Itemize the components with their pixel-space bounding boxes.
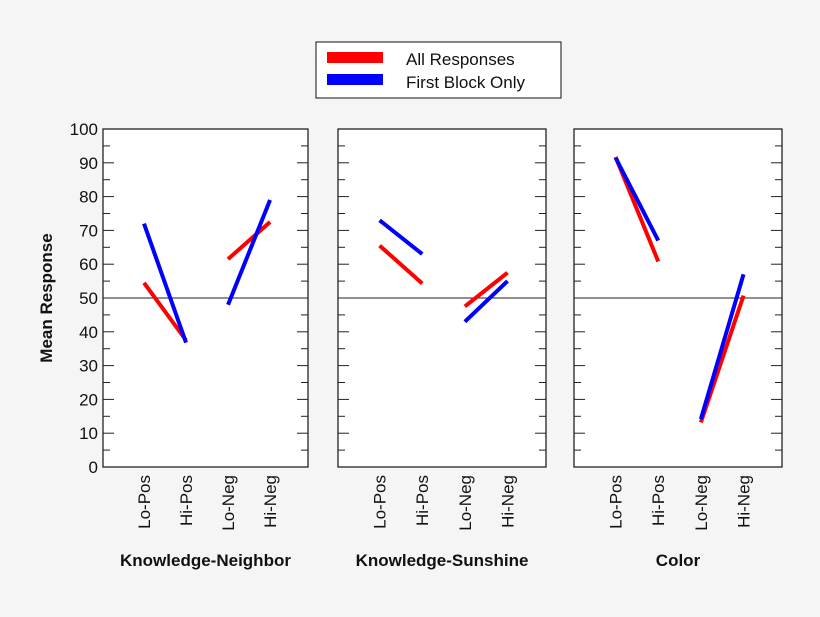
panel-title: Knowledge-Neighbor [120, 551, 291, 570]
x-tick-label: Lo-Neg [692, 475, 711, 531]
y-tick-label: 80 [79, 188, 98, 207]
series-segment-first-block [463, 279, 509, 324]
y-tick-label: 0 [89, 458, 98, 477]
legend: All Responses First Block Only [315, 41, 562, 99]
x-tick-label: Lo-Pos [371, 475, 390, 529]
series-segment-first-block [698, 273, 746, 420]
y-tick-label: 60 [79, 255, 98, 274]
x-tick-label: Lo-Pos [607, 475, 626, 529]
series-segment-all-responses [226, 220, 272, 261]
y-tick-label: 40 [79, 323, 98, 342]
legend-label-all-responses: All Responses [406, 50, 515, 69]
panel-title: Knowledge-Sunshine [356, 551, 529, 570]
series-segment-all-responses [142, 281, 188, 342]
y-tick-label: 70 [79, 221, 98, 240]
y-axis-label: Mean Response [37, 233, 56, 362]
x-tick-label: Hi-Pos [177, 475, 196, 526]
panel-knowledge-sunshine: Lo-Pos Hi-Pos Lo-Neg Hi-Neg Knowledge-Sunshi… [337, 128, 547, 570]
y-tick-label: 10 [79, 424, 98, 443]
x-tick-label: Hi-Pos [649, 475, 668, 526]
panel-color: Lo-Pos Hi-Pos Lo-Neg Hi-Neg Color [573, 128, 783, 570]
y-tick-label: 50 [79, 289, 98, 308]
x-tick-label: Hi-Neg [261, 475, 280, 528]
series-segment-first-block [378, 218, 424, 256]
x-tick-label: Hi-Neg [735, 475, 754, 528]
panel-knowledge-neighbor: Lo-Pos Hi-Pos Lo-Neg Hi-Neg Knowledge-Neighb… [102, 128, 309, 570]
x-tick-label: Lo-Neg [456, 475, 475, 531]
legend-label-first-block: First Block Only [406, 73, 526, 92]
x-tick-label: Lo-Neg [219, 475, 238, 531]
series-segment-first-block [142, 222, 188, 344]
x-tick-label: Hi-Pos [413, 475, 432, 526]
y-tick-labels: 0 10 20 30 40 50 60 70 80 90 100 [70, 120, 98, 477]
legend-swatch-all-responses [327, 52, 383, 63]
series-segment-first-block [226, 199, 272, 306]
panels: Lo-Pos Hi-Pos Lo-Neg Hi-Neg Knowledge-Neighb… [102, 128, 783, 570]
x-tick-label: Hi-Neg [499, 475, 518, 528]
y-tick-label: 20 [79, 390, 98, 409]
legend-box [315, 41, 562, 99]
x-tick-label: Lo-Pos [135, 475, 154, 529]
y-tick-label: 30 [79, 357, 98, 376]
panel-title: Color [656, 551, 701, 570]
series-segment-all-responses [463, 271, 509, 309]
y-tick-label: 90 [79, 154, 98, 173]
series-segment-all-responses [378, 244, 424, 285]
series-segment-first-block [613, 156, 661, 242]
legend-swatch-first-block [327, 74, 383, 85]
y-tick-label: 100 [70, 120, 98, 139]
